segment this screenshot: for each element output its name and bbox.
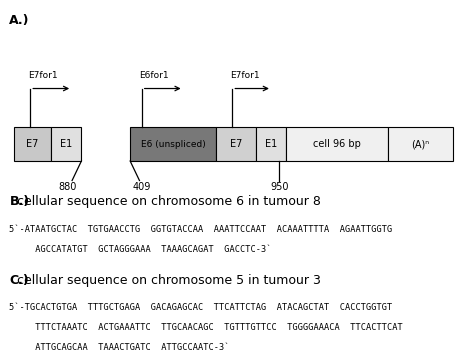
Text: E7for1: E7for1 bbox=[28, 71, 58, 80]
Text: cell 96 bp: cell 96 bp bbox=[313, 139, 361, 149]
Bar bbox=[286, 127, 388, 161]
Text: 950: 950 bbox=[271, 182, 289, 192]
Text: E6for1: E6for1 bbox=[139, 71, 169, 80]
Bar bbox=[14, 127, 51, 161]
Text: cellular sequence on chromosome 5 in tumour 3: cellular sequence on chromosome 5 in tum… bbox=[9, 274, 321, 287]
Text: 5`-ATAATGCTAC  TGTGAACCTG  GGTGTACCAA  AAATTCCAAT  ACAAATTTTA  AGAATTGGTG: 5`-ATAATGCTAC TGTGAACCTG GGTGTACCAA AAAT… bbox=[9, 225, 392, 234]
Text: E6 (unspliced): E6 (unspliced) bbox=[141, 140, 206, 149]
Text: E1: E1 bbox=[264, 139, 277, 149]
Text: TTTCTAAATC  ACTGAAATTC  TTGCAACAGC  TGTTTGTTCC  TGGGGAAACA  TTCACTTCAT: TTTCTAAATC ACTGAAATTC TTGCAACAGC TGTTTGT… bbox=[9, 323, 403, 332]
Text: E1: E1 bbox=[60, 139, 73, 149]
Text: C.): C.) bbox=[9, 274, 29, 287]
Text: 880: 880 bbox=[58, 182, 77, 192]
Text: 5`-TGCACTGTGA  TTTGCTGAGA  GACAGAGCAC  TTCATTCTAG  ATACAGCTAT  CACCTGGTGT: 5`-TGCACTGTGA TTTGCTGAGA GACAGAGCAC TTCA… bbox=[9, 303, 392, 312]
Bar bbox=[388, 127, 453, 161]
Text: B.): B.) bbox=[9, 195, 29, 208]
Text: (A)ⁿ: (A)ⁿ bbox=[411, 139, 429, 149]
Text: E7: E7 bbox=[229, 139, 242, 149]
Text: ATTGCAGCAA  TAAACTGATC  ATTGCCAATC-3`: ATTGCAGCAA TAAACTGATC ATTGCCAATC-3` bbox=[9, 343, 230, 352]
Bar bbox=[255, 127, 286, 161]
Text: A.): A.) bbox=[9, 14, 30, 27]
Text: E7: E7 bbox=[27, 139, 39, 149]
Bar bbox=[51, 127, 82, 161]
Text: cellular sequence on chromosome 6 in tumour 8: cellular sequence on chromosome 6 in tum… bbox=[9, 195, 321, 208]
Text: E7for1: E7for1 bbox=[230, 71, 260, 80]
Bar bbox=[130, 127, 216, 161]
Bar bbox=[216, 127, 255, 161]
Text: 409: 409 bbox=[133, 182, 151, 192]
Text: AGCCATATGT  GCTAGGGAAA  TAAAGCAGAT  GACCTC-3`: AGCCATATGT GCTAGGGAAA TAAAGCAGAT GACCTC-… bbox=[9, 245, 272, 254]
